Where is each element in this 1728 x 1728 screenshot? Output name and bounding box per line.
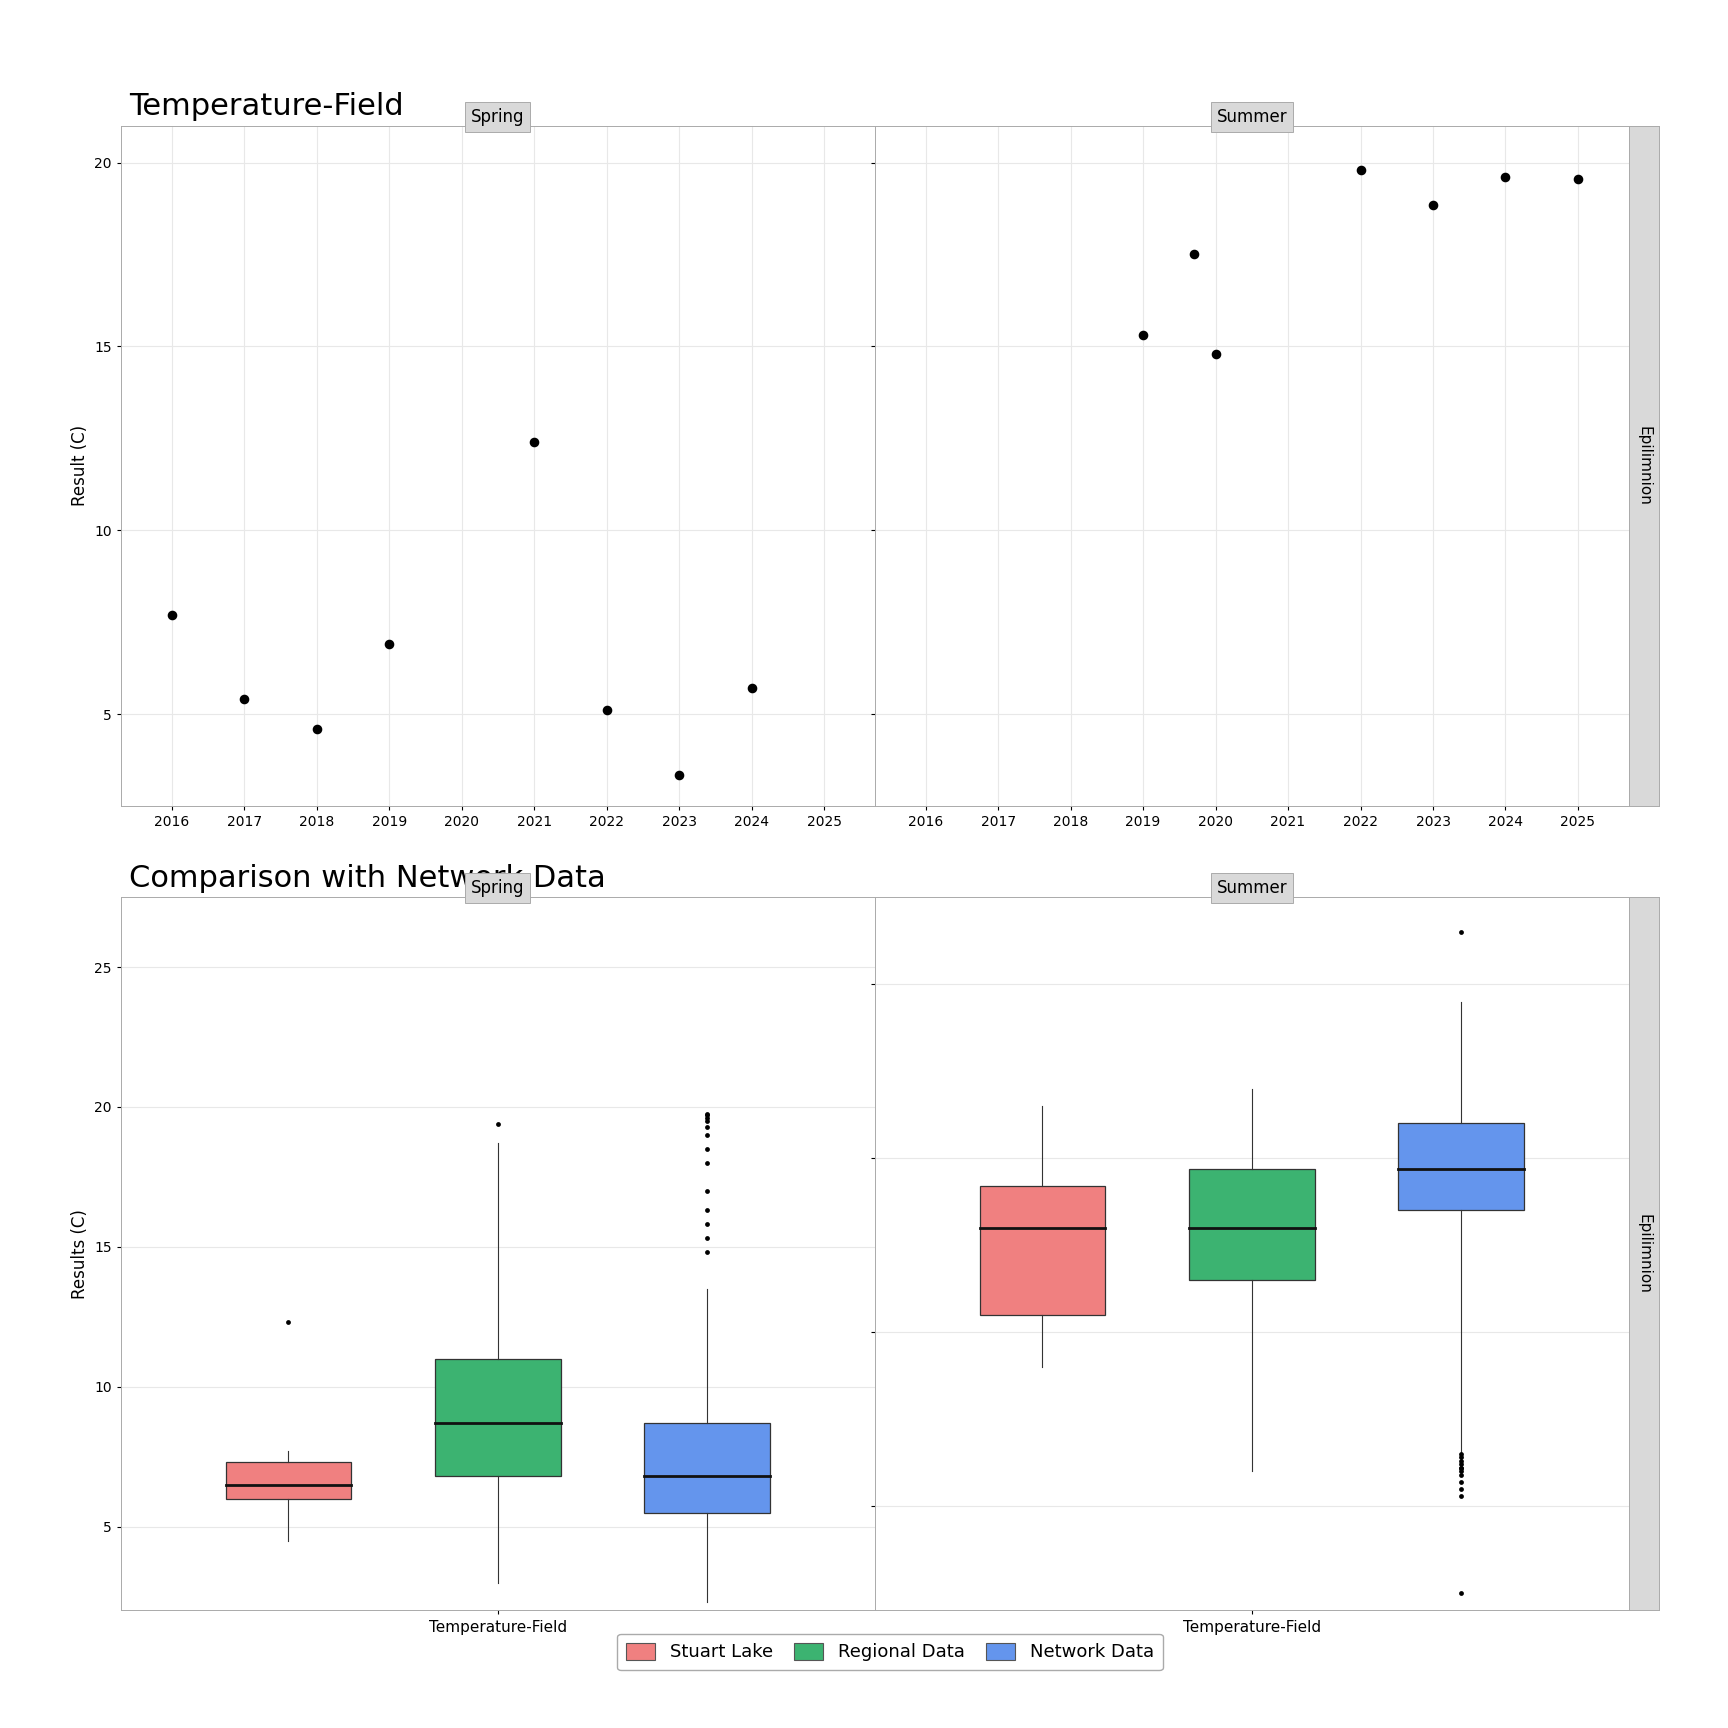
Title: Spring: Spring xyxy=(472,880,525,897)
Point xyxy=(1448,1443,1476,1471)
Bar xyxy=(226,1462,351,1498)
Title: Spring: Spring xyxy=(472,107,525,126)
Point xyxy=(1448,1467,1476,1495)
Point xyxy=(693,1135,721,1163)
Legend: Stuart Lake, Regional Data, Network Data: Stuart Lake, Regional Data, Network Data xyxy=(617,1633,1163,1671)
Point xyxy=(693,1211,721,1239)
Point xyxy=(1180,240,1208,268)
Title: Summer: Summer xyxy=(1217,107,1287,126)
Point xyxy=(157,601,185,629)
Point xyxy=(1448,1476,1476,1503)
Text: Comparison with Network Data: Comparison with Network Data xyxy=(128,864,605,893)
Point xyxy=(693,1113,721,1140)
Point xyxy=(484,1109,511,1137)
Text: Temperature-Field: Temperature-Field xyxy=(128,92,403,121)
Point xyxy=(593,696,620,724)
Point xyxy=(1448,1439,1476,1467)
Text: Epilimnion: Epilimnion xyxy=(1636,1213,1652,1294)
Point xyxy=(1448,1453,1476,1481)
Bar xyxy=(645,1424,771,1512)
Point xyxy=(693,1104,721,1132)
Point xyxy=(1419,192,1446,219)
Point xyxy=(1448,1453,1476,1481)
Point xyxy=(1448,1450,1476,1477)
Point xyxy=(1448,1457,1476,1484)
Bar xyxy=(1398,1123,1524,1210)
Point xyxy=(693,1101,721,1128)
Point xyxy=(738,674,766,702)
Point xyxy=(275,1308,302,1336)
Point xyxy=(520,429,548,456)
Point xyxy=(693,1108,721,1135)
Bar xyxy=(435,1358,560,1476)
Point xyxy=(375,631,403,658)
Text: Epilimnion: Epilimnion xyxy=(1636,425,1652,506)
Bar xyxy=(980,1185,1106,1315)
Point xyxy=(693,1101,721,1128)
Point xyxy=(1448,1579,1476,1607)
Point xyxy=(693,1177,721,1204)
Point xyxy=(1448,1446,1476,1474)
Point xyxy=(1564,166,1591,194)
Point xyxy=(1491,164,1519,192)
Title: Summer: Summer xyxy=(1217,880,1287,897)
Point xyxy=(1448,1460,1476,1488)
Point xyxy=(302,715,330,743)
Point xyxy=(1448,918,1476,945)
Point xyxy=(1448,1483,1476,1510)
Y-axis label: Results (C): Results (C) xyxy=(71,1210,88,1299)
Y-axis label: Result (C): Result (C) xyxy=(71,425,88,506)
Point xyxy=(665,760,693,788)
Bar xyxy=(1189,1168,1315,1280)
Point xyxy=(230,686,257,714)
Point xyxy=(1201,340,1229,368)
Point xyxy=(693,1239,721,1267)
Point xyxy=(693,1225,721,1253)
Point xyxy=(1128,321,1156,349)
Point xyxy=(693,1149,721,1177)
Point xyxy=(693,1121,721,1149)
Point xyxy=(1346,156,1374,183)
Point xyxy=(693,1198,721,1225)
